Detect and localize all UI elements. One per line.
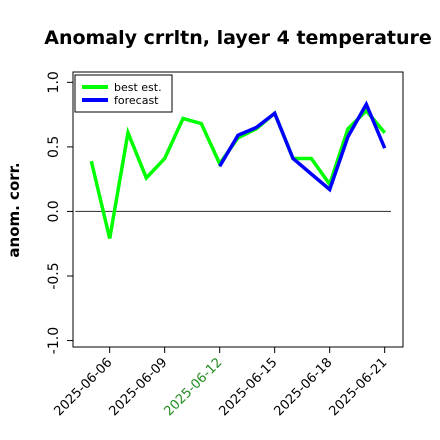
y-axis-label: anom. corr.: [5, 162, 23, 257]
x-axis: 2025-06-062025-06-092025-06-122025-06-15…: [51, 347, 390, 419]
x-tick-label: 2025-06-15: [216, 355, 280, 419]
series-line-forecast: [218, 100, 387, 193]
y-tick-label: 0.5: [46, 136, 62, 158]
series-line-best-est: [89, 108, 387, 239]
series-layer: [89, 100, 387, 239]
y-axis: -1.0 -0.5 0.0 0.5 1.0: [46, 71, 73, 354]
x-tick-label: 2025-06-21: [326, 355, 390, 419]
legend-box: [74, 74, 173, 113]
x-tick-label: 2025-06-18: [271, 355, 335, 419]
x-tick-label: 2025-06-09: [106, 355, 170, 419]
x-tick-label: 2025-06-06: [51, 355, 115, 419]
legend-label: best est.: [114, 81, 162, 94]
plot-frame: [72, 71, 404, 348]
y-tick-label: 1.0: [46, 71, 62, 93]
chart-title: Anomaly crrltn, layer 4 temperature: [44, 27, 432, 49]
x-tick-label: 2025-06-12: [161, 355, 225, 419]
y-tick-label: 0.0: [46, 200, 62, 222]
legend: best est.forecast: [74, 74, 173, 113]
y-tick-label: -0.5: [46, 262, 62, 289]
y-tick-label: -1.0: [46, 327, 62, 354]
legend-label: forecast: [114, 94, 159, 107]
